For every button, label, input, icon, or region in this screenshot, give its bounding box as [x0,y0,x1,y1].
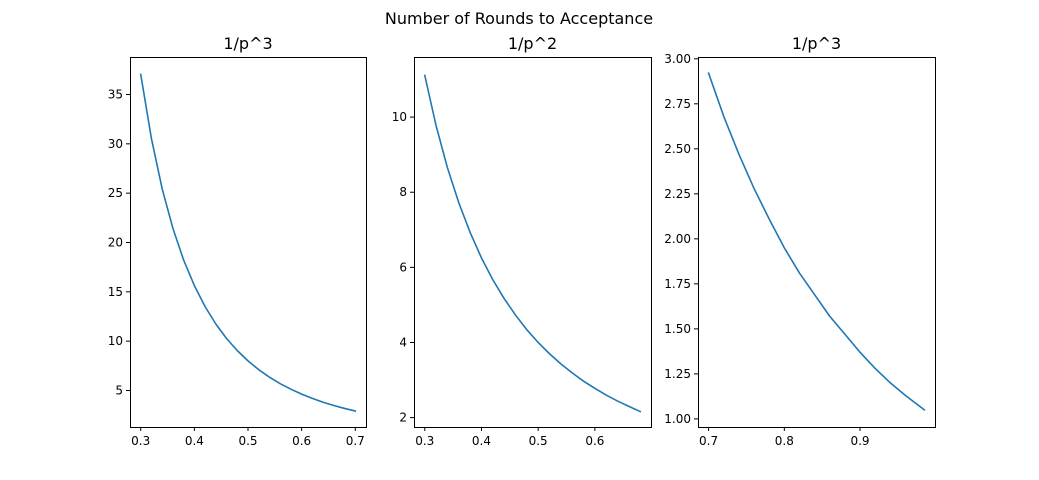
y-tick-label: 1.75 [664,277,691,291]
x-tick-label: 0.6 [292,434,311,448]
x-tick-label: 0.4 [472,434,491,448]
x-tick-label: 0.5 [238,434,257,448]
x-tick-label: 0.6 [585,434,604,448]
x-tick-label: 0.7 [699,434,718,448]
y-tick-label: 5 [115,383,123,397]
y-tick-label: 2.75 [664,97,691,111]
x-tick-label: 0.3 [415,434,434,448]
subplot-3: 1/p^3 0.7 0.8 0.9 1.00 1.25 1.50 1.75 2.00 2.25 2.… [664,34,936,448]
y-tick-label: 10 [392,110,407,124]
x-tick-label: 0.7 [346,434,365,448]
x-tick-label: 0.4 [185,434,204,448]
subplot-3-title: 1/p^3 [792,34,841,53]
subplot-1-title: 1/p^3 [223,34,272,53]
y-tick-label: 6 [399,260,407,274]
subplot-panels: 1/p^3 0.3 0.4 0.5 0.6 0.7 5 10 15 20 25 30 35 1/p^2 0.… [108,34,936,448]
y-tick-label: 1.25 [664,367,691,381]
subplot-2: 1/p^2 0.3 0.4 0.5 0.6 2 4 6 8 10 [392,34,652,448]
x-tick-label: 0.3 [131,434,150,448]
y-tick-label: 2.50 [664,142,691,156]
subplot-1: 1/p^3 0.3 0.4 0.5 0.6 0.7 5 10 15 20 25 30 35 [108,34,367,448]
y-tick-label: 30 [108,137,123,151]
subplot-3-series-1-line [707,72,926,412]
y-tick-label: 15 [108,285,123,299]
figure-suptitle: Number of Rounds to Acceptance [385,9,653,28]
y-tick-label: 8 [399,185,407,199]
y-tick-label: 4 [399,335,407,349]
subplot-1-axes-frame [130,57,367,428]
subplot-2-title: 1/p^2 [508,34,557,53]
y-tick-label: 3.00 [664,52,691,66]
y-tick-label: 1.50 [664,322,691,336]
y-tick-label: 20 [108,235,123,249]
subplot-2-series-1-line [423,74,642,413]
subplot-3-axes-frame [698,57,936,428]
x-tick-label: 0.5 [529,434,548,448]
y-tick-label: 35 [108,87,123,101]
subplot-2-axes-frame [414,57,652,428]
y-tick-label: 25 [108,186,123,200]
x-tick-label: 0.8 [775,434,794,448]
y-tick-label: 2.00 [664,232,691,246]
y-tick-label: 2 [399,411,407,425]
y-tick-label: 10 [108,334,123,348]
subplot-1-series-1-line [139,73,357,412]
y-tick-label: 1.00 [664,412,691,426]
y-tick-label: 2.25 [664,187,691,201]
x-tick-label: 0.9 [850,434,869,448]
